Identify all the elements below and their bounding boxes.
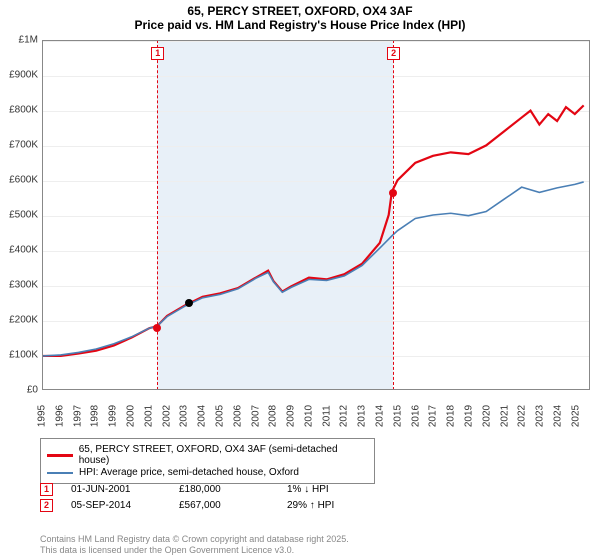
x-tick-label: 2000 <box>125 405 136 427</box>
y-tick-label: £0 <box>0 385 38 396</box>
footer-attribution: Contains HM Land Registry data © Crown c… <box>40 534 349 557</box>
x-tick-label: 1997 <box>72 405 83 427</box>
x-tick-label: 2016 <box>410 405 421 427</box>
sale-vline-2 <box>393 40 394 390</box>
y-tick-label: £600K <box>0 175 38 186</box>
sales-row-delta: 1% ↓ HPI <box>287 484 377 495</box>
sales-row-date: 01-JUN-2001 <box>71 484 161 495</box>
sale-dot-2 <box>389 189 397 197</box>
x-tick-label: 2007 <box>250 405 261 427</box>
sales-row-marker: 1 <box>40 483 53 496</box>
sale-marker-2: 2 <box>387 47 400 60</box>
x-tick-label: 1998 <box>90 405 101 427</box>
sales-row-delta: 29% ↑ HPI <box>287 500 377 511</box>
sales-row: 1 01-JUN-2001 £180,000 1% ↓ HPI <box>40 483 377 496</box>
x-tick-label: 2004 <box>197 405 208 427</box>
x-tick-label: 1999 <box>108 405 119 427</box>
sale-dot-1 <box>153 324 161 332</box>
highlight-dot <box>185 299 193 307</box>
x-axis: 1995199619971998199920002001200220032004… <box>42 390 590 430</box>
footer-line-2: This data is licensed under the Open Gov… <box>40 545 349 556</box>
x-tick-label: 2011 <box>321 405 332 427</box>
sales-row-price: £567,000 <box>179 500 269 511</box>
y-tick-label: £400K <box>0 245 38 256</box>
legend-row: HPI: Average price, semi-detached house,… <box>47 467 368 478</box>
x-tick-label: 2001 <box>143 405 154 427</box>
legend-swatch <box>47 454 73 457</box>
x-tick-label: 2010 <box>303 405 314 427</box>
legend-box: 65, PERCY STREET, OXFORD, OX4 3AF (semi-… <box>40 438 375 484</box>
x-tick-label: 1995 <box>37 405 48 427</box>
x-tick-label: 2013 <box>357 405 368 427</box>
y-axis: £0£100K£200K£300K£400K£500K£600K£700K£80… <box>0 40 38 390</box>
plot-box: 12 <box>42 40 590 390</box>
y-tick-label: £200K <box>0 315 38 326</box>
x-tick-label: 2014 <box>375 405 386 427</box>
legend-row: 65, PERCY STREET, OXFORD, OX4 3AF (semi-… <box>47 444 368 466</box>
sales-row-marker: 2 <box>40 499 53 512</box>
sales-table: 1 01-JUN-2001 £180,000 1% ↓ HPI 2 05-SEP-2014… <box>40 480 377 515</box>
x-tick-label: 2009 <box>286 405 297 427</box>
y-tick-label: £900K <box>0 70 38 81</box>
x-tick-label: 2012 <box>339 405 350 427</box>
x-tick-label: 2019 <box>464 405 475 427</box>
x-tick-label: 2017 <box>428 405 439 427</box>
x-tick-label: 2006 <box>232 405 243 427</box>
y-tick-label: £300K <box>0 280 38 291</box>
sales-row-price: £180,000 <box>179 484 269 495</box>
x-tick-label: 2025 <box>570 405 581 427</box>
legend-label: 65, PERCY STREET, OXFORD, OX4 3AF (semi-… <box>79 444 368 466</box>
x-tick-label: 2008 <box>268 405 279 427</box>
title-line-1: 65, PERCY STREET, OXFORD, OX4 3AF <box>0 4 600 18</box>
y-tick-label: £700K <box>0 140 38 151</box>
y-tick-label: £500K <box>0 210 38 221</box>
series-price_paid <box>43 105 584 356</box>
x-tick-label: 2005 <box>214 405 225 427</box>
series-hpi <box>43 182 584 356</box>
chart-title-block: 65, PERCY STREET, OXFORD, OX4 3AF Price … <box>0 0 600 34</box>
x-tick-label: 2003 <box>179 405 190 427</box>
x-tick-label: 2021 <box>499 405 510 427</box>
x-tick-label: 2002 <box>161 405 172 427</box>
legend-swatch <box>47 472 73 474</box>
sales-row: 2 05-SEP-2014 £567,000 29% ↑ HPI <box>40 499 377 512</box>
legend-label: HPI: Average price, semi-detached house,… <box>79 467 299 478</box>
y-tick-label: £800K <box>0 105 38 116</box>
y-tick-label: £1M <box>0 35 38 46</box>
x-tick-label: 2024 <box>552 405 563 427</box>
x-tick-label: 2018 <box>446 405 457 427</box>
x-tick-label: 2022 <box>517 405 528 427</box>
x-tick-label: 2015 <box>392 405 403 427</box>
chart-svg <box>43 41 589 389</box>
x-tick-label: 2020 <box>481 405 492 427</box>
title-line-2: Price paid vs. HM Land Registry's House … <box>0 18 600 32</box>
x-tick-label: 1996 <box>54 405 65 427</box>
chart-area: 12 <box>40 40 590 420</box>
footer-line-1: Contains HM Land Registry data © Crown c… <box>40 534 349 545</box>
y-tick-label: £100K <box>0 350 38 361</box>
x-tick-label: 2023 <box>535 405 546 427</box>
sale-vline-1 <box>157 40 158 390</box>
sales-row-date: 05-SEP-2014 <box>71 500 161 511</box>
sale-marker-1: 1 <box>151 47 164 60</box>
